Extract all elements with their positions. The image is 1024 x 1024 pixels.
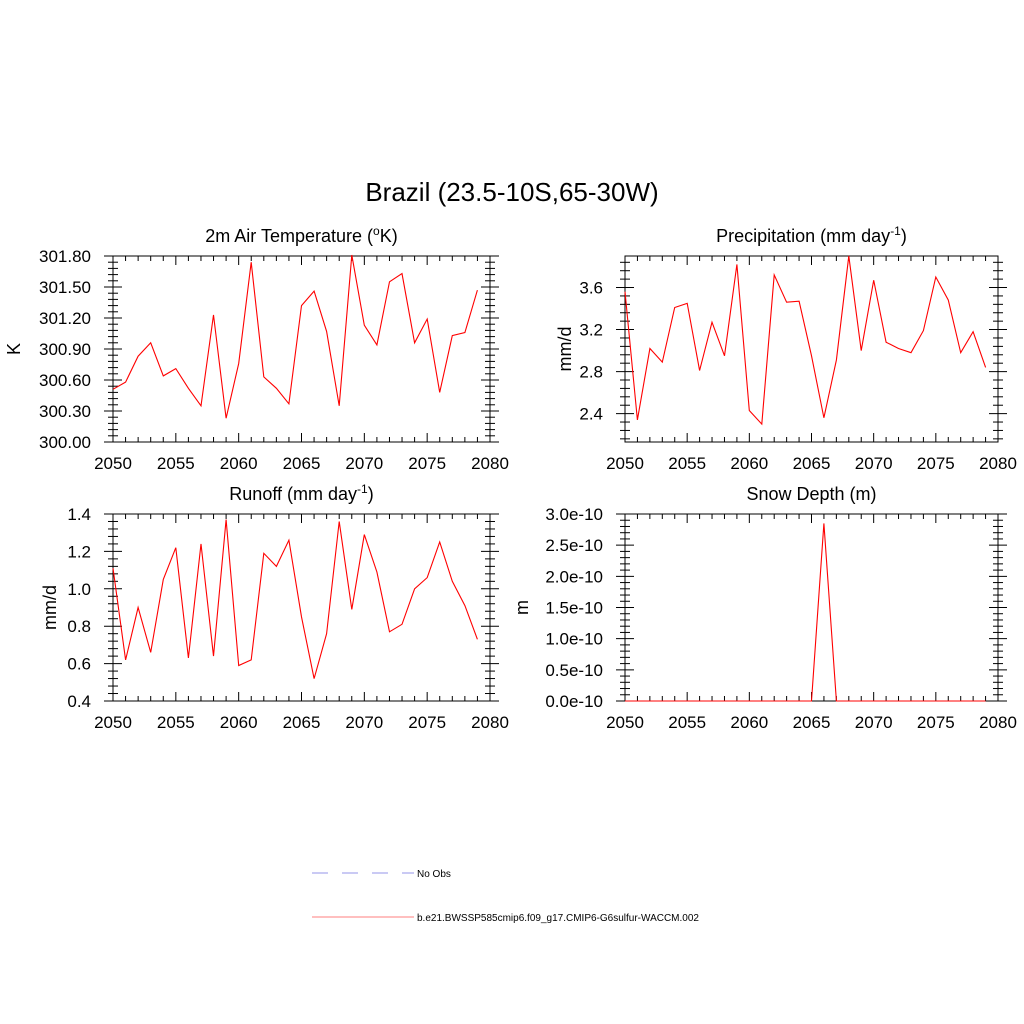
x-tick-label: 2080: [471, 713, 509, 732]
y-tick-label: 0.5e-10: [545, 661, 603, 680]
y-tick-label: 300.30: [39, 402, 91, 421]
x-tick-label: 2070: [345, 713, 383, 732]
y-tick-label: 300.60: [39, 371, 91, 390]
x-tick-label: 2065: [283, 713, 321, 732]
x-tick-label: 2065: [793, 454, 831, 473]
x-tick-label: 2080: [979, 454, 1017, 473]
x-tick-label: 2060: [730, 713, 768, 732]
panel-4: 2050 2055 2060 2065 2070 2075 2080 0.0e-10 0.5e-…: [512, 484, 1017, 732]
legend-label-1: No Obs: [417, 869, 451, 880]
y-tick-label: 2.8: [579, 363, 603, 382]
x-tick-label: 2070: [855, 454, 893, 473]
y-tick-label: 2.0e-10: [545, 567, 603, 586]
panel-title-end: ): [368, 484, 374, 504]
plot-frame: [112, 255, 491, 443]
plot-frame: [624, 513, 999, 702]
x-tick-label: 2055: [668, 454, 706, 473]
x-tick-label: 2055: [668, 713, 706, 732]
panel-title-superscript: o: [373, 224, 380, 238]
panel-2: 2050 2055 2060 2065 2070 2075 2080 2.4 2.8 3.2 3.6…: [555, 224, 1017, 473]
y-tick-label: 3.0e-10: [545, 505, 603, 524]
x-tick-label: 2055: [157, 454, 195, 473]
panel-title-text: 2m Air Temperature (: [205, 226, 373, 246]
y-tick-label: 3.6: [579, 279, 603, 298]
y-tick-label: 301.50: [39, 278, 91, 297]
y-tick-label: 0.8: [67, 617, 91, 636]
y-tick-label: 2.5e-10: [545, 536, 603, 555]
x-tick-label: 2055: [157, 713, 195, 732]
panels: 2050 2055 2060 2065 2070 2075 2080 300.00 300.30…: [4, 224, 1017, 732]
y-tick-label: 1.4: [67, 505, 91, 524]
x-tick-label: 2075: [917, 713, 955, 732]
plot-frame: [624, 255, 999, 443]
panel-title-end: K): [380, 226, 398, 246]
plot-frame: [112, 513, 491, 702]
panel-3: 2050 2055 2060 2065 2070 2075 2080 0.4 0.6 0.8 1.0…: [40, 482, 509, 732]
x-tick-label: 2070: [855, 713, 893, 732]
y-axis-label: K: [4, 343, 24, 355]
x-tick-label: 2075: [917, 454, 955, 473]
x-tick-label: 2080: [979, 713, 1017, 732]
figure-title: Brazil (23.5-10S,65-30W): [365, 177, 658, 207]
x-tick-label: 2070: [345, 454, 383, 473]
panel-title: 2m Air Temperature (oK): [205, 224, 397, 246]
x-tick-label: 2080: [471, 454, 509, 473]
panel-title-text: Runoff (mm day: [229, 484, 357, 504]
panel-title-text: Snow Depth (m): [746, 484, 876, 504]
legend: No Obs b.e21.BWSSP585cmip6.f09_g17.CMIP6-…: [312, 869, 699, 924]
x-tick-label: 2050: [606, 713, 644, 732]
x-tick-label: 2060: [220, 713, 258, 732]
x-tick-label: 2050: [606, 454, 644, 473]
y-tick-label: 300.00: [39, 433, 91, 452]
y-tick-label: 0.6: [67, 655, 91, 674]
x-tick-label: 2050: [94, 713, 132, 732]
series-line: [112, 254, 478, 419]
y-tick-label: 2.4: [579, 405, 603, 424]
y-tick-label: 300.90: [39, 340, 91, 359]
y-tick-label: 1.5e-10: [545, 599, 603, 618]
y-tick-label: 1.2: [67, 542, 91, 561]
panel-1: 2050 2055 2060 2065 2070 2075 2080 300.00 300.30…: [4, 224, 509, 473]
panel-title: Precipitation (mm day-1): [716, 224, 907, 246]
y-tick-label: 3.2: [579, 321, 603, 340]
y-tick-label: 0.0e-10: [545, 692, 603, 711]
x-tick-label: 2060: [220, 454, 258, 473]
panel-title: Runoff (mm day-1): [229, 482, 373, 504]
panel-title-superscript: -1: [890, 224, 901, 238]
x-tick-label: 2075: [408, 713, 446, 732]
y-tick-label: 301.20: [39, 309, 91, 328]
y-tick-label: 1.0: [67, 580, 91, 599]
y-axis-label: mm/d: [555, 327, 575, 372]
panel-title-end: ): [901, 226, 907, 246]
y-tick-label: 1.0e-10: [545, 630, 603, 649]
series-line: [624, 255, 987, 426]
legend-label-2: b.e21.BWSSP585cmip6.f09_g17.CMIP6-G6sulf…: [417, 913, 699, 924]
x-tick-label: 2075: [408, 454, 446, 473]
x-tick-label: 2065: [283, 454, 321, 473]
x-tick-label: 2060: [730, 454, 768, 473]
panel-title-text: Precipitation (mm day: [716, 226, 890, 246]
series-line: [112, 519, 478, 679]
y-tick-label: 0.4: [67, 692, 91, 711]
y-axis-label: mm/d: [40, 585, 60, 630]
series-line: [625, 523, 986, 702]
y-tick-label: 301.80: [39, 247, 91, 266]
y-axis-label: m: [512, 600, 532, 615]
panel-title-superscript: -1: [357, 482, 368, 496]
x-tick-label: 2065: [793, 713, 831, 732]
x-tick-label: 2050: [94, 454, 132, 473]
panel-title: Snow Depth (m): [746, 484, 876, 504]
